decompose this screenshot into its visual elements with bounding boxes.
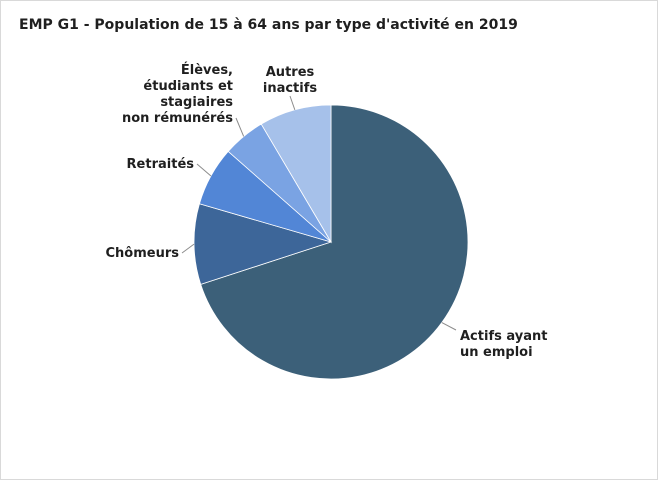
leader-line-3 <box>235 117 245 137</box>
slice-label-line: Élèves, <box>181 62 233 78</box>
slice-label-0: Actifs ayant un emploi <box>460 329 547 360</box>
slice-label-2: Retraités <box>127 157 195 172</box>
chart-title: EMP G1 - Population de 15 à 64 ans par t… <box>19 17 518 33</box>
slice-label-line: non rémunérés <box>122 111 233 126</box>
slice-label-line: stagiaires <box>160 95 233 110</box>
pie-slice-1 <box>193 203 333 285</box>
pie-slice-0 <box>200 104 469 380</box>
slice-label-line: étudiants et <box>143 79 233 94</box>
leader-line-0 <box>441 322 457 331</box>
slice-label-4: Autres inactifs <box>263 65 318 96</box>
slice-label-line: Retraités <box>127 157 195 172</box>
slice-label-1: Chômeurs <box>106 246 180 261</box>
slice-label-line: un emploi <box>460 345 533 360</box>
slice-label-line: Chômeurs <box>106 246 180 261</box>
slice-label-line: Autres <box>266 65 315 80</box>
leader-line-2 <box>196 163 212 177</box>
leader-line-1 <box>181 243 195 254</box>
slice-label-3: Élèves, étudiants et stagiaires non rémunér… <box>122 62 233 126</box>
leader-line-4 <box>289 95 296 111</box>
slice-label-line: Actifs ayant <box>460 329 547 344</box>
slice-label-line: inactifs <box>263 81 318 96</box>
